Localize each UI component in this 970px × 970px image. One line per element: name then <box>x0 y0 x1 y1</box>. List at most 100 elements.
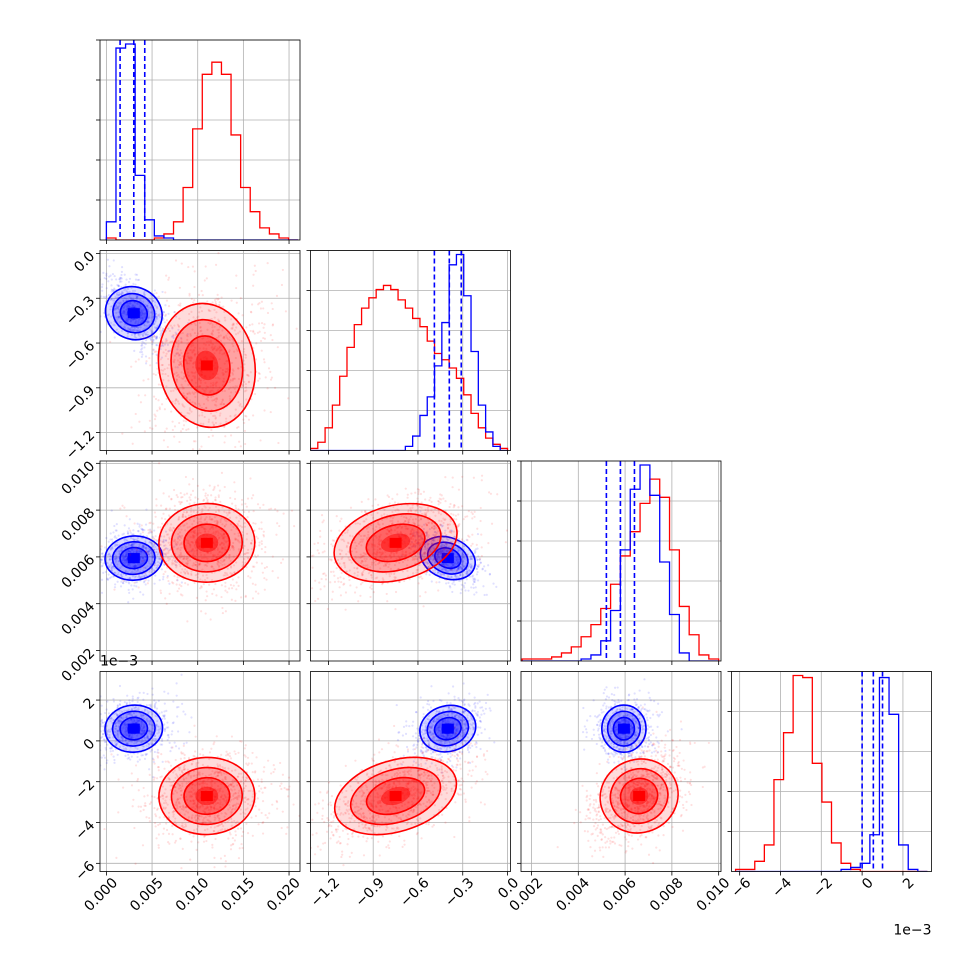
sample-point-red <box>233 571 236 574</box>
sample-point-blue <box>110 565 113 568</box>
sample-point-red <box>202 556 206 559</box>
sample-point-red <box>176 540 179 544</box>
sample-point-red <box>235 581 238 584</box>
sample-point-blue <box>100 552 104 555</box>
sample-point-blue <box>155 315 158 319</box>
sample-point-blue <box>125 305 128 308</box>
sample-point-red <box>147 378 150 381</box>
sample-point-red <box>167 549 170 552</box>
sample-point-red <box>188 359 191 362</box>
sample-point-red <box>422 490 426 493</box>
sample-point-blue <box>467 564 471 568</box>
sample-point-red <box>135 572 138 576</box>
sample-point-blue <box>113 536 116 539</box>
sample-point-blue <box>109 547 112 550</box>
sample-point-red <box>186 583 190 586</box>
sample-point-blue <box>136 302 139 306</box>
sample-point-blue <box>111 538 114 541</box>
sample-point-red <box>236 538 239 542</box>
sample-point-red <box>233 532 236 536</box>
sample-point-red <box>182 424 186 427</box>
sample-point-red <box>191 541 195 544</box>
sample-point-blue <box>111 569 114 572</box>
sample-point-red <box>187 572 190 576</box>
sample-point-blue <box>144 316 147 319</box>
sample-point-blue <box>140 308 143 311</box>
sample-point-red <box>387 495 391 499</box>
sample-point-red <box>212 553 215 556</box>
sample-point-blue <box>121 290 124 293</box>
sample-point-blue <box>166 547 169 550</box>
sample-point-red <box>185 420 188 423</box>
sample-point-blue <box>102 562 105 565</box>
sample-point-red <box>176 548 179 551</box>
sample-point-red <box>200 445 203 448</box>
sample-point-red <box>340 517 343 520</box>
sample-point-red <box>192 530 195 533</box>
sample-point-red <box>199 381 202 384</box>
sample-point-blue <box>138 525 141 528</box>
sample-point-blue <box>433 530 436 534</box>
sample-point-red <box>256 503 260 506</box>
sample-point-red <box>218 377 221 380</box>
sample-point-red <box>224 546 227 549</box>
sample-point-blue <box>423 556 426 559</box>
sample-point-blue <box>101 564 104 567</box>
sample-point-red <box>160 369 163 372</box>
sample-point-red <box>220 551 224 554</box>
sample-point-blue <box>472 586 475 590</box>
sample-point-red <box>216 484 220 487</box>
sample-point-red <box>333 574 336 577</box>
panel-frame-0-0 <box>99 39 301 241</box>
sample-point-blue <box>425 534 428 537</box>
sample-point-blue <box>123 579 126 583</box>
sample-point-red <box>223 558 226 561</box>
sample-point-blue <box>123 273 126 276</box>
sample-point-blue <box>126 332 130 335</box>
sample-point-blue <box>111 305 114 308</box>
sample-point-red <box>370 584 373 587</box>
sample-point-red <box>193 581 196 585</box>
sample-point-blue <box>139 321 142 324</box>
sample-point-blue <box>128 563 131 567</box>
sample-point-blue <box>134 283 137 286</box>
sample-point-blue <box>112 289 115 292</box>
sample-point-red <box>155 498 158 501</box>
sample-point-blue <box>159 347 162 351</box>
sample-point-red <box>190 349 193 352</box>
sample-point-red <box>191 540 194 544</box>
sample-point-blue <box>162 318 165 321</box>
sample-point-blue <box>149 541 153 544</box>
sample-point-red <box>252 273 255 276</box>
sample-point-blue <box>129 536 133 540</box>
sample-point-red <box>252 522 255 525</box>
sample-point-red <box>214 496 217 499</box>
sample-point-blue <box>110 566 113 570</box>
sample-point-red <box>175 352 178 355</box>
sample-point-red <box>177 345 180 348</box>
sample-point-red <box>217 531 220 535</box>
sample-point-blue <box>117 311 120 314</box>
sample-point-red <box>217 336 220 339</box>
sample-point-blue <box>176 366 179 369</box>
sample-point-blue <box>120 546 123 550</box>
sample-point-blue <box>173 545 176 548</box>
sample-point-red <box>204 506 207 509</box>
sample-point-red <box>237 540 240 543</box>
sample-point-red <box>222 542 225 545</box>
sample-point-red <box>211 565 214 568</box>
sample-point-blue <box>443 544 446 548</box>
sample-point-red <box>164 372 167 376</box>
sample-point-red <box>250 541 253 545</box>
sample-point-blue <box>121 581 125 584</box>
sample-point-red <box>223 524 226 528</box>
sample-point-red <box>215 398 219 401</box>
sample-point-blue <box>426 543 429 546</box>
sample-point-blue <box>418 543 421 547</box>
sample-point-red <box>241 384 245 387</box>
sample-point-red <box>219 520 222 524</box>
sample-point-blue <box>141 312 144 315</box>
hist-blue-0 <box>105 43 299 240</box>
sample-point-red <box>450 512 453 515</box>
sample-point-red <box>213 308 216 311</box>
